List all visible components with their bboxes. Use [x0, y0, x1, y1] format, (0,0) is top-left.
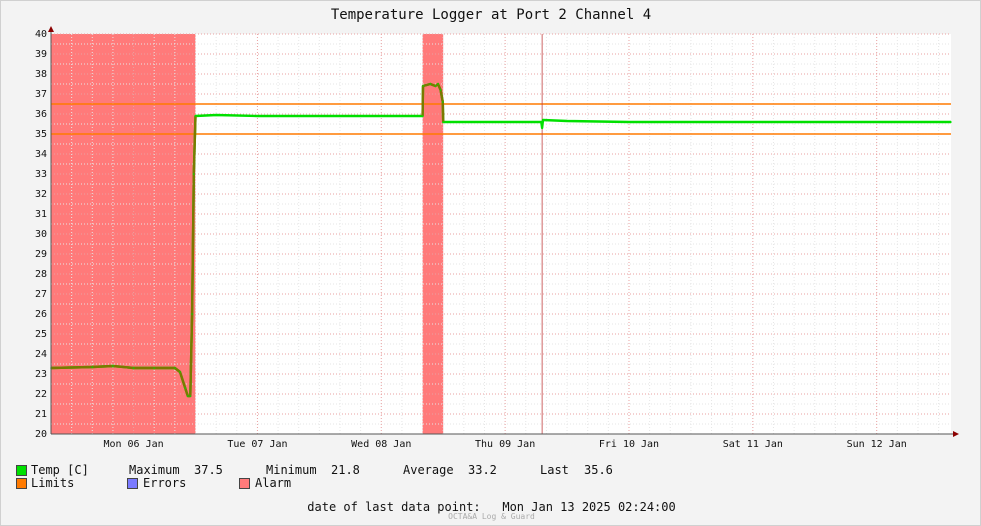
errors-swatch	[127, 478, 138, 489]
last-point-value: Mon Jan 13 2025 02:24:00	[502, 500, 676, 514]
y-tick-label: 36	[35, 109, 47, 120]
data-point	[540, 121, 543, 123]
legend-errors-label: Errors	[143, 476, 187, 490]
data-point	[434, 85, 437, 87]
data-point	[256, 115, 259, 117]
data-point	[814, 121, 816, 123]
y-tick-label: 39	[35, 49, 47, 60]
data-point	[752, 121, 754, 123]
data-point	[429, 83, 432, 85]
y-tick-label: 20	[35, 429, 47, 440]
data-point	[193, 173, 195, 175]
watermark: OCTA&A Log & Guard	[448, 512, 535, 521]
last-point-label: date of last data point:	[307, 500, 481, 514]
data-point	[875, 121, 878, 123]
data-point	[422, 85, 424, 87]
legend-limits-label: Limits	[31, 476, 75, 490]
y-tick-label: 28	[35, 269, 47, 280]
data-point	[191, 313, 193, 315]
legend-maximum-value: 37.5	[194, 463, 223, 477]
data-point	[504, 121, 506, 123]
y-axis-ticks: 20 21 22 23 24 25 26 27 28 29 30 31 32 33 34 35 36 37 38 39…	[35, 29, 47, 440]
limits-swatch	[16, 478, 27, 489]
alarm-swatch	[239, 478, 250, 489]
data-point	[566, 120, 568, 122]
data-point	[184, 387, 186, 389]
x-tick-label: Mon 06 Jan	[103, 439, 163, 450]
data-point	[215, 114, 217, 116]
data-point	[153, 367, 155, 369]
x-axis-ticks: Mon 06 Jan Tue 07 Jan Wed 08 Jan Thu 09 Jan…	[103, 439, 906, 450]
y-tick-label: 24	[35, 349, 47, 360]
y-tick-label: 25	[35, 329, 47, 340]
legend-average-value: 33.2	[468, 463, 497, 477]
data-point	[542, 119, 544, 121]
y-tick-label: 34	[35, 149, 47, 160]
data-point	[421, 115, 424, 117]
data-point	[187, 395, 189, 397]
legend-alarm-label: Alarm	[255, 476, 292, 490]
data-point	[950, 121, 952, 123]
data-point	[179, 371, 181, 373]
y-tick-label: 32	[35, 189, 47, 200]
y-tick-label: 22	[35, 389, 47, 400]
y-tick-label: 38	[35, 69, 47, 80]
x-tick-label: Wed 08 Jan	[351, 439, 411, 450]
y-axis-arrow	[48, 26, 54, 32]
data-point	[174, 367, 176, 369]
limit-lines	[51, 34, 951, 434]
y-tick-label: 31	[35, 209, 47, 220]
y-tick-label: 35	[35, 129, 47, 140]
data-point	[439, 89, 442, 91]
x-tick-label: Sun 12 Jan	[847, 439, 907, 450]
y-tick-label: 40	[35, 29, 47, 40]
last-data-point: date of last data point: Mon Jan 13 2025…	[1, 500, 981, 514]
data-point	[437, 83, 439, 85]
series-temp	[50, 82, 952, 398]
x-axis-arrow	[953, 431, 959, 437]
legend-last-value: 35.6	[584, 463, 613, 477]
data-point	[690, 121, 692, 123]
grid-lines	[50, 33, 951, 435]
x-tick-label: Sat 11 Jan	[723, 439, 783, 450]
series-line-temp-alarm-2	[421, 82, 445, 123]
y-tick-label: 21	[35, 409, 47, 420]
data-point	[194, 115, 197, 117]
legend-temp-label: Temp [C]	[31, 463, 89, 477]
y-tick-label: 29	[35, 249, 47, 260]
y-tick-label: 27	[35, 289, 47, 300]
temp-swatch	[16, 465, 27, 476]
data-point	[189, 395, 192, 397]
legend-minimum-value: 21.8	[331, 463, 360, 477]
data-point	[628, 121, 630, 123]
y-tick-label: 30	[35, 229, 47, 240]
y-tick-label: 33	[35, 169, 47, 180]
legend-maximum-label: Maximum	[129, 463, 180, 477]
data-point	[132, 367, 135, 369]
x-tick-label: Thu 09 Jan	[475, 439, 535, 450]
data-point	[541, 127, 543, 129]
y-tick-label: 37	[35, 89, 47, 100]
legend-minimum-label: Minimum	[266, 463, 317, 477]
legend-last-label: Last	[540, 463, 569, 477]
y-tick-label: 26	[35, 309, 47, 320]
legend-average-label: Average	[403, 463, 454, 477]
data-point	[380, 115, 383, 117]
data-point	[442, 101, 444, 103]
x-tick-label: Fri 10 Jan	[599, 439, 659, 450]
x-tick-label: Tue 07 Jan	[227, 439, 287, 450]
data-point	[112, 365, 114, 367]
chart-title: Temperature Logger at Port 2 Channel 4	[331, 7, 651, 23]
y-tick-label: 23	[35, 369, 47, 380]
data-point	[91, 366, 94, 368]
temperature-chart: Temperature Logger at Port 2 Channel 4 2…	[35, 7, 959, 450]
data-point	[318, 115, 321, 117]
data-point	[442, 121, 445, 123]
